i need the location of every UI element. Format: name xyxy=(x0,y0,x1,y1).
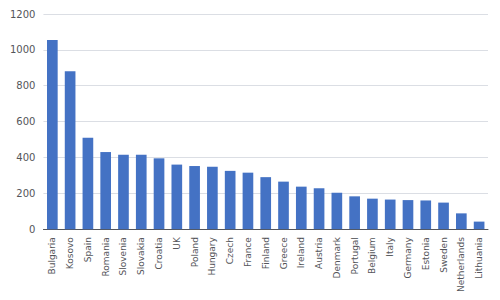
svg-text:Hungary: Hungary xyxy=(207,236,217,275)
svg-text:Germany: Germany xyxy=(403,236,413,278)
svg-text:Portugal: Portugal xyxy=(350,237,360,274)
svg-text:Poland: Poland xyxy=(190,237,200,267)
svg-text:Netherlands: Netherlands xyxy=(456,237,466,292)
svg-text:France: France xyxy=(243,237,253,267)
svg-text:1000: 1000 xyxy=(10,44,35,55)
svg-text:Croatia: Croatia xyxy=(154,237,164,269)
svg-text:Slovenia: Slovenia xyxy=(118,237,128,275)
svg-text:Czech: Czech xyxy=(225,237,235,264)
svg-text:Slovakia: Slovakia xyxy=(136,237,146,275)
svg-text:Italy: Italy xyxy=(385,236,395,256)
svg-text:Sweden: Sweden xyxy=(439,237,449,273)
svg-text:Bulgaria: Bulgaria xyxy=(47,237,57,274)
svg-text:Spain: Spain xyxy=(83,237,93,262)
svg-text:1200: 1200 xyxy=(10,9,35,20)
svg-text:Kosovo: Kosovo xyxy=(65,237,75,269)
svg-text:Denmark: Denmark xyxy=(332,236,342,278)
svg-text:400: 400 xyxy=(16,152,35,163)
svg-text:Finland: Finland xyxy=(261,237,271,269)
svg-text:UK: UK xyxy=(172,236,182,250)
svg-text:Estonia: Estonia xyxy=(421,237,431,270)
svg-text:0: 0 xyxy=(29,224,35,235)
svg-text:Romania: Romania xyxy=(101,237,111,276)
svg-text:200: 200 xyxy=(16,188,35,199)
svg-text:800: 800 xyxy=(16,80,35,91)
svg-text:Ireland: Ireland xyxy=(296,237,306,268)
svg-text:Austria: Austria xyxy=(314,237,324,269)
svg-text:600: 600 xyxy=(16,116,35,127)
svg-text:Lithuania: Lithuania xyxy=(474,237,484,279)
svg-text:Belgium: Belgium xyxy=(367,237,377,274)
svg-text:Greece: Greece xyxy=(279,237,289,269)
